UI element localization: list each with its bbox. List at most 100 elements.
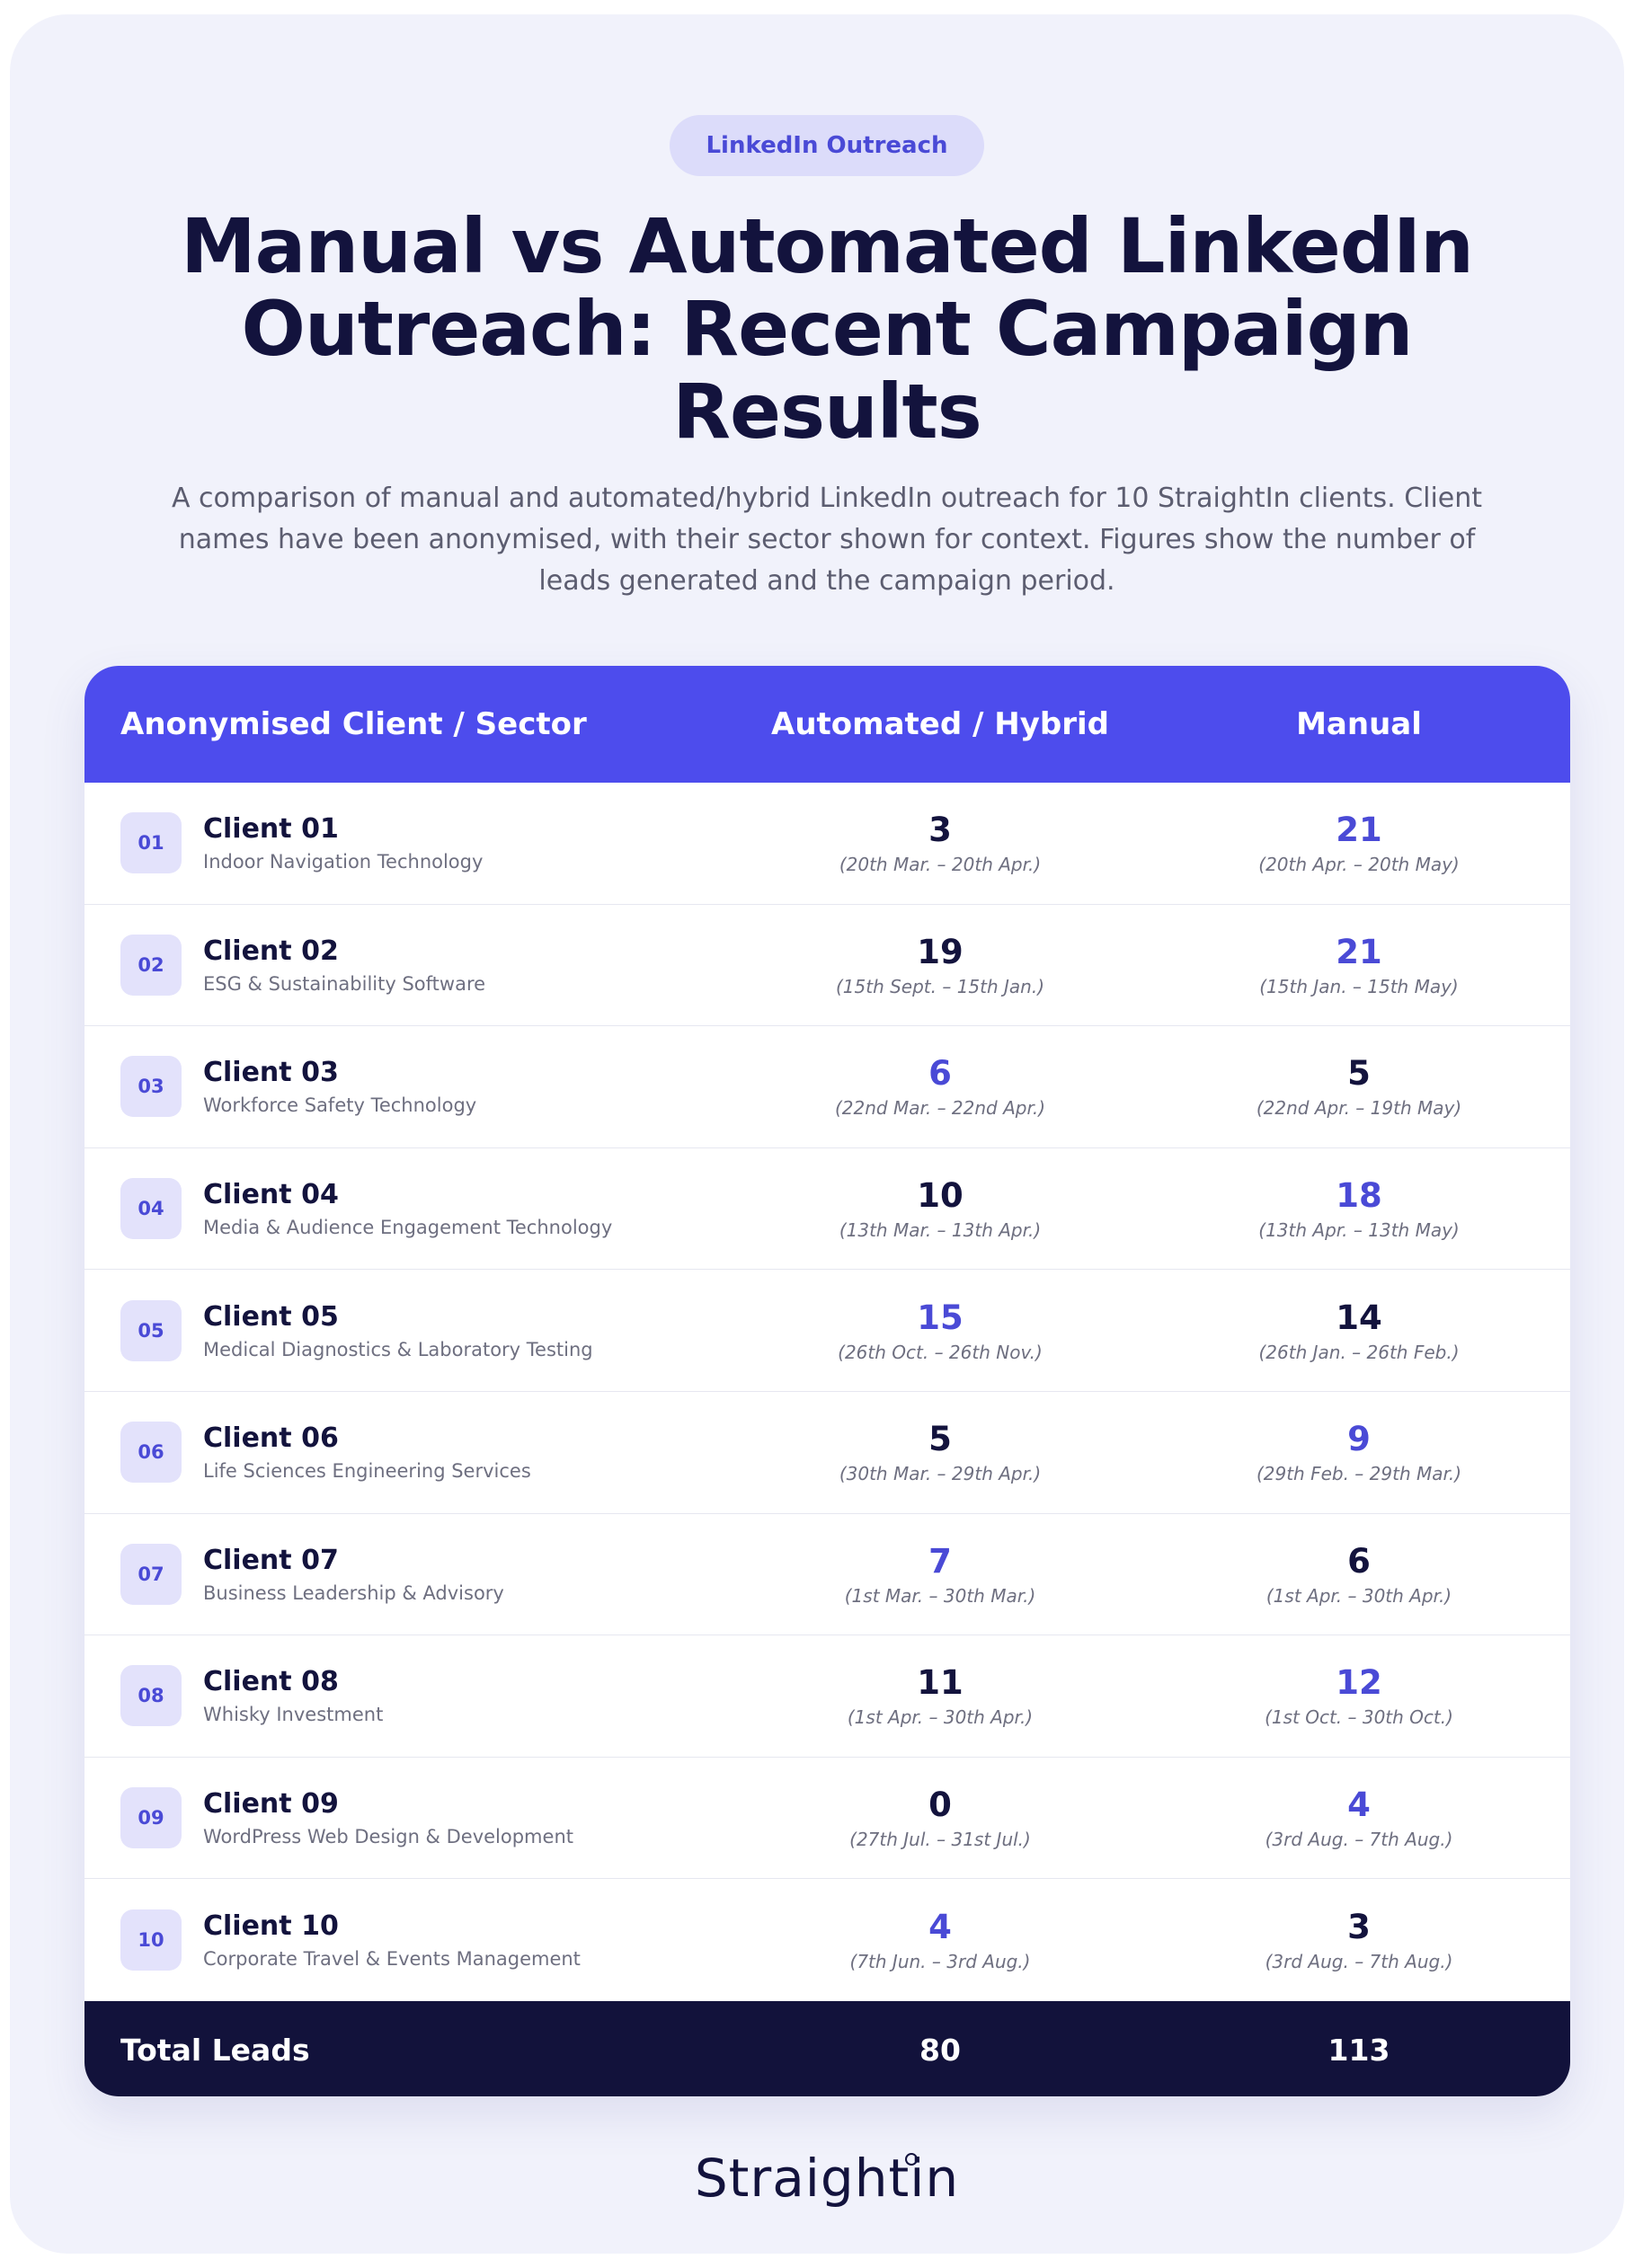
header-manual: Manual bbox=[1296, 706, 1422, 742]
automated-period: (30th Mar. – 29th Apr.) bbox=[839, 1463, 1042, 1485]
table-row: 03 Client 03 Workforce Safety Technology… bbox=[84, 1026, 1570, 1148]
manual-period: (22nd Apr. – 19th May) bbox=[1256, 1097, 1462, 1120]
client-sector: Media & Audience Engagement Technology bbox=[203, 1217, 613, 1239]
client-cell: 03 Client 03 Workforce Safety Technology bbox=[84, 1056, 733, 1118]
client-cell: 08 Client 08 Whisky Investment bbox=[84, 1665, 733, 1727]
manual-cell: 9 (29th Feb. – 29th Mar.) bbox=[1148, 1420, 1570, 1484]
client-name: Client 07 bbox=[203, 1544, 339, 1576]
automated-leads: 3 bbox=[928, 811, 952, 850]
results-table: Anonymised Client / Sector Automated / H… bbox=[84, 666, 1570, 2096]
client-cell: 04 Client 04 Media & Audience Engagement… bbox=[84, 1178, 733, 1240]
table-row: 07 Client 07 Business Leadership & Advis… bbox=[84, 1514, 1570, 1636]
page-card: LinkedIn Outreach Manual vs Automated Li… bbox=[10, 14, 1624, 2254]
client-sector: Workforce Safety Technology bbox=[203, 1094, 477, 1117]
client-sector: Indoor Navigation Technology bbox=[203, 851, 484, 873]
client-sector: Life Sciences Engineering Services bbox=[203, 1460, 531, 1483]
row-number-badge: 06 bbox=[120, 1422, 182, 1484]
automated-period: (20th Mar. – 20th Apr.) bbox=[839, 854, 1042, 876]
manual-cell: 3 (3rd Aug. – 7th Aug.) bbox=[1148, 1908, 1570, 1972]
client-name: Client 08 bbox=[203, 1666, 339, 1698]
automated-leads: 10 bbox=[917, 1176, 964, 1216]
client-cell: 10 Client 10 Corporate Travel & Events M… bbox=[84, 1909, 733, 1971]
table-body: 01 Client 01 Indoor Navigation Technolog… bbox=[84, 783, 1570, 2001]
manual-leads: 4 bbox=[1347, 1785, 1371, 1825]
client-name: Client 09 bbox=[203, 1788, 339, 1821]
client-sector: ESG & Sustainability Software bbox=[203, 972, 486, 995]
automated-period: (26th Oct. – 26th Nov.) bbox=[838, 1341, 1043, 1363]
manual-cell: 14 (26th Jan. – 26th Feb.) bbox=[1148, 1298, 1570, 1363]
row-number-badge: 02 bbox=[120, 934, 182, 996]
client-cell: 05 Client 05 Medical Diagnostics & Labor… bbox=[84, 1299, 733, 1361]
automated-cell: 11 (1st Apr. – 30th Apr.) bbox=[733, 1663, 1148, 1728]
automated-cell: 4 (7th Jun. – 3rd Aug.) bbox=[733, 1908, 1148, 1972]
table-footer: Total Leads 80 113 bbox=[84, 2000, 1570, 2096]
automated-leads: 6 bbox=[928, 1054, 952, 1094]
manual-total: 113 bbox=[1328, 2032, 1390, 2068]
header-client-sector: Anonymised Client / Sector bbox=[120, 706, 587, 742]
client-sector: Whisky Investment bbox=[203, 1704, 384, 1726]
manual-leads: 14 bbox=[1336, 1298, 1382, 1337]
manual-period: (1st Apr. – 30th Apr.) bbox=[1265, 1584, 1452, 1607]
automated-period: (1st Apr. – 30th Apr.) bbox=[847, 1706, 1034, 1729]
total-leads-label: Total Leads bbox=[120, 2032, 310, 2068]
manual-leads: 21 bbox=[1336, 932, 1382, 971]
automated-leads: 4 bbox=[928, 1908, 952, 1947]
row-number-badge: 10 bbox=[120, 1909, 182, 1971]
manual-cell: 12 (1st Oct. – 30th Oct.) bbox=[1148, 1663, 1570, 1728]
logo-dot-icon bbox=[905, 2153, 918, 2166]
client-sector: Business Leadership & Advisory bbox=[203, 1581, 504, 1604]
page-title: Manual vs Automated LinkedIn Outreach: R… bbox=[181, 202, 1474, 456]
automated-leads: 5 bbox=[928, 1420, 952, 1459]
client-sector: Corporate Travel & Events Management bbox=[203, 1948, 581, 1971]
row-number-badge: 05 bbox=[120, 1299, 182, 1361]
row-number-badge: 08 bbox=[120, 1665, 182, 1727]
automated-cell: 3 (20th Mar. – 20th Apr.) bbox=[733, 811, 1148, 875]
row-number-badge: 09 bbox=[120, 1787, 182, 1849]
manual-period: (29th Feb. – 29th Mar.) bbox=[1256, 1463, 1462, 1485]
manual-leads: 6 bbox=[1347, 1541, 1371, 1581]
manual-leads: 9 bbox=[1347, 1420, 1371, 1459]
client-name: Client 02 bbox=[203, 935, 339, 967]
automated-period: (15th Sept. – 15th Jan.) bbox=[835, 975, 1045, 997]
automated-period: (22nd Mar. – 22nd Apr.) bbox=[834, 1097, 1046, 1120]
table-row: 04 Client 04 Media & Audience Engagement… bbox=[84, 1148, 1570, 1271]
table-row: 05 Client 05 Medical Diagnostics & Labor… bbox=[84, 1270, 1570, 1392]
table-row: 01 Client 01 Indoor Navigation Technolog… bbox=[84, 783, 1570, 905]
manual-leads: 21 bbox=[1336, 811, 1382, 850]
manual-period: (1st Oct. – 30th Oct.) bbox=[1265, 1706, 1453, 1729]
manual-leads: 3 bbox=[1347, 1908, 1371, 1947]
manual-period: (26th Jan. – 26th Feb.) bbox=[1258, 1341, 1460, 1363]
automated-total: 80 bbox=[919, 2032, 961, 2068]
client-cell: 01 Client 01 Indoor Navigation Technolog… bbox=[84, 812, 733, 874]
row-number-badge: 04 bbox=[120, 1178, 182, 1240]
table-row: 02 Client 02 ESG & Sustainability Softwa… bbox=[84, 905, 1570, 1027]
manual-cell: 6 (1st Apr. – 30th Apr.) bbox=[1148, 1542, 1570, 1607]
automated-cell: 7 (1st Mar. – 30th Mar.) bbox=[733, 1542, 1148, 1607]
automated-leads: 11 bbox=[917, 1663, 964, 1703]
client-sector: WordPress Web Design & Development bbox=[203, 1826, 573, 1848]
automated-cell: 15 (26th Oct. – 26th Nov.) bbox=[733, 1298, 1148, 1363]
client-cell: 07 Client 07 Business Leadership & Advis… bbox=[84, 1543, 733, 1605]
straightin-logo: Straightin bbox=[694, 2148, 960, 2209]
automated-cell: 0 (27th Jul. – 31st Jul.) bbox=[733, 1785, 1148, 1850]
client-sector: Medical Diagnostics & Laboratory Testing bbox=[203, 1338, 593, 1360]
table-row: 06 Client 06 Life Sciences Engineering S… bbox=[84, 1392, 1570, 1514]
client-cell: 06 Client 06 Life Sciences Engineering S… bbox=[84, 1422, 733, 1484]
row-number-badge: 01 bbox=[120, 812, 182, 874]
client-name: Client 03 bbox=[203, 1057, 339, 1089]
table-header: Anonymised Client / Sector Automated / H… bbox=[84, 666, 1570, 783]
manual-period: (15th Jan. – 15th May) bbox=[1259, 975, 1459, 997]
table-row: 08 Client 08 Whisky Investment 11 (1st A… bbox=[84, 1635, 1570, 1758]
manual-leads: 5 bbox=[1347, 1054, 1371, 1094]
client-cell: 09 Client 09 WordPress Web Design & Deve… bbox=[84, 1787, 733, 1849]
automated-leads: 19 bbox=[917, 932, 964, 971]
manual-leads: 12 bbox=[1336, 1663, 1382, 1703]
table-row: 09 Client 09 WordPress Web Design & Deve… bbox=[84, 1758, 1570, 1880]
manual-period: (13th Apr. – 13th May) bbox=[1258, 1219, 1460, 1242]
automated-period: (1st Mar. – 30th Mar.) bbox=[844, 1584, 1036, 1607]
automated-leads: 0 bbox=[928, 1785, 952, 1825]
manual-cell: 18 (13th Apr. – 13th May) bbox=[1148, 1176, 1570, 1241]
automated-leads: 15 bbox=[917, 1298, 964, 1337]
automated-period: (27th Jul. – 31st Jul.) bbox=[849, 1829, 1031, 1851]
manual-cell: 21 (15th Jan. – 15th May) bbox=[1148, 933, 1570, 997]
